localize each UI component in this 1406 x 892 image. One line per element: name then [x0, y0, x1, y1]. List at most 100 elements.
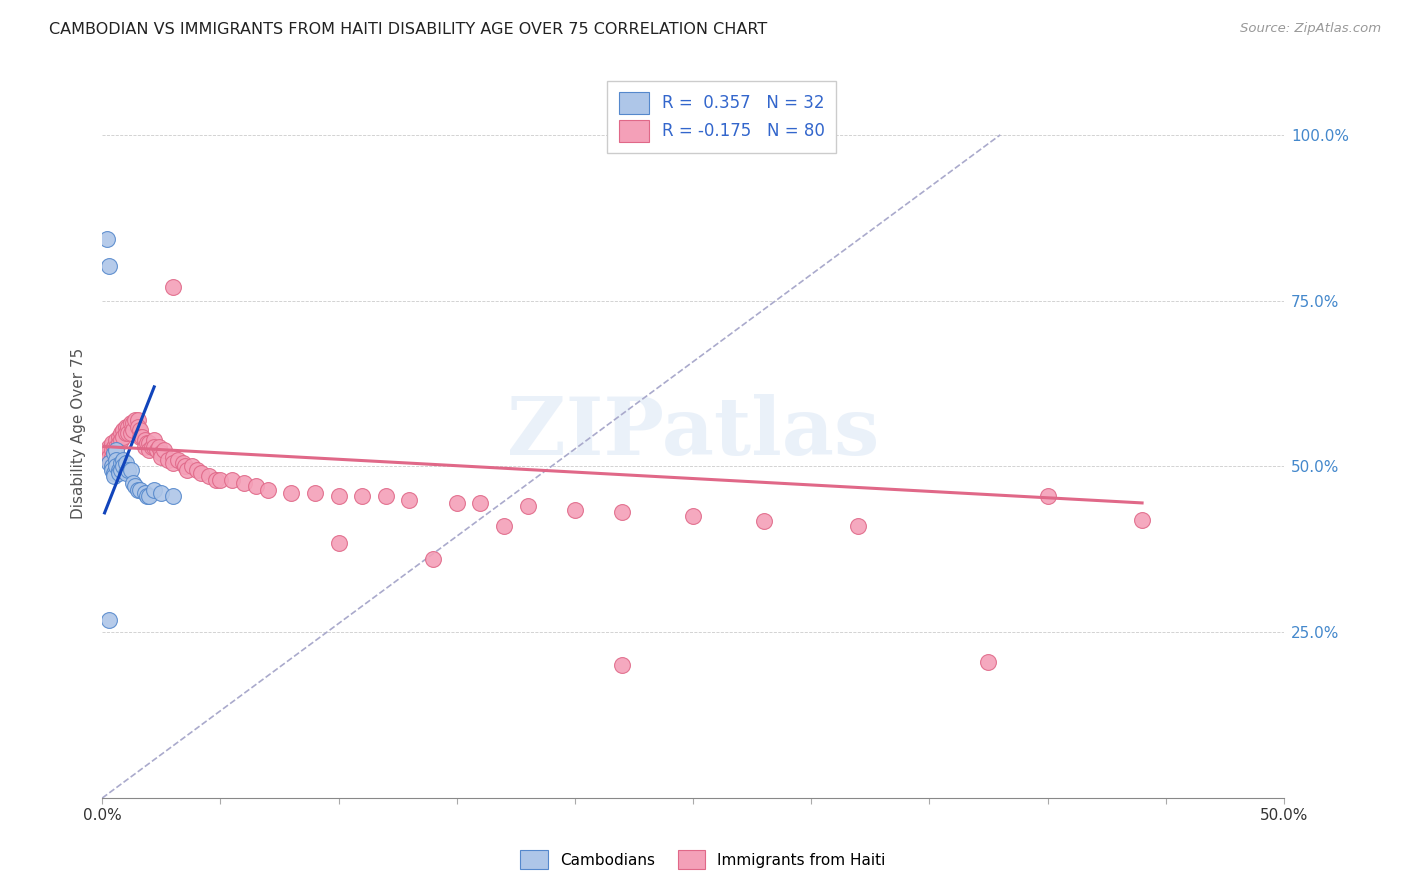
Point	[120, 463, 142, 477]
Legend: Cambodians, Immigrants from Haiti: Cambodians, Immigrants from Haiti	[515, 844, 891, 875]
Point	[117, 426, 139, 441]
Point	[98, 442, 121, 457]
Point	[127, 483, 149, 497]
Point	[100, 463, 122, 477]
Point	[610, 504, 633, 518]
Point	[112, 452, 135, 467]
Text: Source: ZipAtlas.com: Source: ZipAtlas.com	[1240, 22, 1381, 36]
Point	[204, 473, 226, 487]
Point	[446, 496, 468, 510]
Point	[120, 417, 142, 431]
Point	[143, 483, 166, 497]
Point	[100, 459, 122, 474]
Point	[328, 535, 350, 549]
Point	[96, 232, 118, 246]
Point	[166, 452, 188, 467]
Point	[564, 502, 586, 516]
Point	[162, 489, 184, 503]
Point	[328, 489, 350, 503]
Text: CAMBODIAN VS IMMIGRANTS FROM HAITI DISABILITY AGE OVER 75 CORRELATION CHART: CAMBODIAN VS IMMIGRANTS FROM HAITI DISAB…	[49, 22, 768, 37]
Point	[977, 655, 1000, 669]
Point	[98, 440, 121, 454]
Point	[127, 419, 149, 434]
Point	[120, 426, 142, 441]
Point	[150, 450, 173, 464]
Point	[122, 423, 145, 437]
Point	[103, 450, 125, 464]
Point	[96, 446, 118, 460]
Point	[1036, 489, 1059, 503]
Point	[1130, 512, 1153, 526]
Point	[115, 456, 138, 470]
Point	[190, 466, 212, 480]
Point	[150, 486, 173, 500]
Point	[103, 446, 125, 460]
Point	[124, 479, 146, 493]
Text: ZIPatlas: ZIPatlas	[508, 394, 879, 472]
Point	[150, 446, 173, 460]
Point	[103, 466, 125, 480]
Y-axis label: Disability Age Over 75: Disability Age Over 75	[72, 348, 86, 519]
Point	[209, 473, 232, 487]
Point	[172, 456, 194, 470]
Point	[98, 259, 121, 273]
Point	[129, 483, 152, 497]
Point	[110, 456, 132, 470]
Point	[138, 489, 160, 503]
Point	[96, 450, 118, 464]
Point	[186, 463, 208, 477]
Point	[129, 423, 152, 437]
Point	[107, 429, 129, 443]
Point	[103, 440, 125, 454]
Point	[245, 479, 267, 493]
Point	[136, 436, 159, 450]
Point	[100, 442, 122, 457]
Point	[136, 489, 159, 503]
Point	[682, 509, 704, 524]
Point	[124, 413, 146, 427]
Point	[134, 486, 156, 500]
Point	[105, 459, 128, 474]
Point	[110, 463, 132, 477]
Point	[129, 429, 152, 443]
Point	[110, 426, 132, 441]
Point	[115, 419, 138, 434]
Point	[103, 469, 125, 483]
Point	[143, 440, 166, 454]
Point	[138, 436, 160, 450]
Point	[492, 519, 515, 533]
Point	[107, 436, 129, 450]
Point	[162, 456, 184, 470]
Point	[110, 433, 132, 447]
Point	[197, 469, 219, 483]
Point	[134, 433, 156, 447]
Point	[256, 483, 278, 497]
Point	[105, 446, 128, 460]
Point	[112, 459, 135, 474]
Point	[157, 452, 180, 467]
Point	[127, 413, 149, 427]
Point	[107, 466, 129, 480]
Point	[115, 466, 138, 480]
Point	[422, 552, 444, 566]
Point	[105, 442, 128, 457]
Point	[105, 440, 128, 454]
Point	[516, 500, 538, 514]
Point	[112, 429, 135, 443]
Point	[221, 473, 243, 487]
Legend: R =  0.357   N = 32, R = -0.175   N = 80: R = 0.357 N = 32, R = -0.175 N = 80	[607, 80, 837, 153]
Point	[304, 486, 326, 500]
Point	[174, 459, 197, 474]
Point	[98, 456, 121, 470]
Point	[105, 452, 128, 467]
Point	[100, 436, 122, 450]
Point	[98, 613, 121, 627]
Point	[115, 426, 138, 441]
Point	[398, 492, 420, 507]
Point	[752, 514, 775, 528]
Point	[148, 440, 170, 454]
Point	[848, 519, 870, 533]
Point	[98, 450, 121, 464]
Point	[93, 450, 115, 464]
Point	[131, 429, 153, 443]
